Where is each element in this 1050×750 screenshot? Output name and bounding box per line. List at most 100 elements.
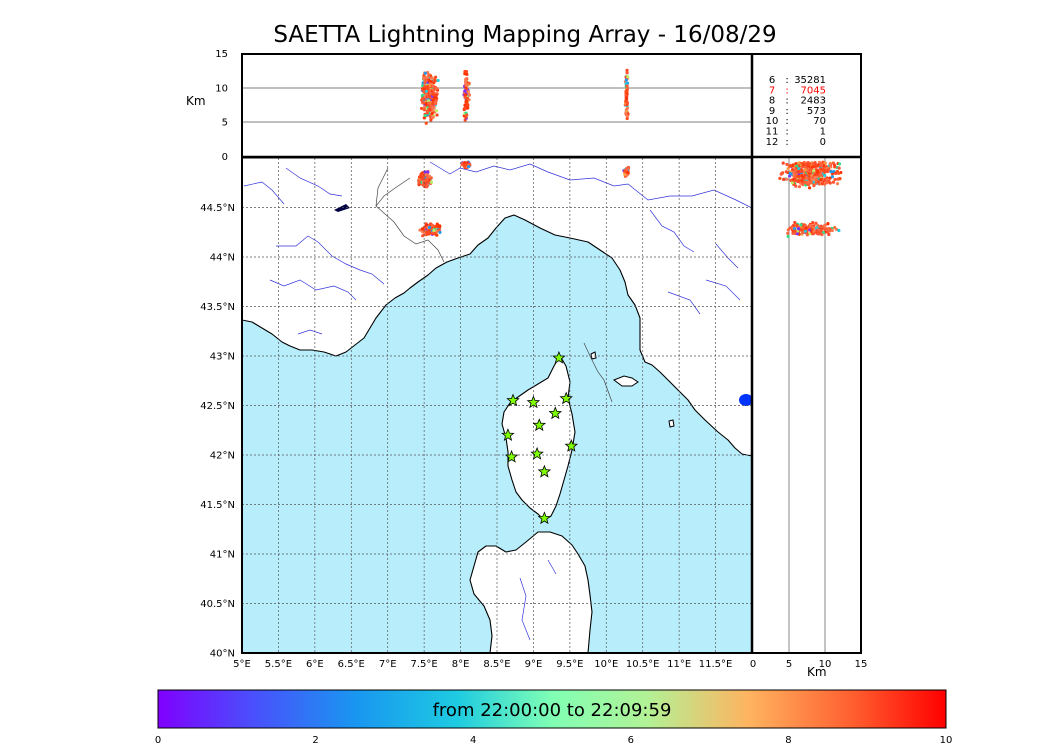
altitude-lightning-source	[431, 93, 435, 97]
stat-source-count: 1	[820, 127, 826, 138]
side-lightning-source	[794, 184, 798, 188]
altitude-lightning-source	[427, 94, 431, 98]
side-lightning-source	[815, 179, 819, 183]
side-lightning-source	[786, 231, 790, 235]
side-lightning-source	[803, 224, 807, 228]
altitude-lightning-source	[428, 114, 432, 118]
lightning-source	[425, 178, 430, 182]
altitude-lightning-source	[464, 93, 468, 97]
altitude-lightning-source	[423, 79, 428, 83]
lightning-source	[427, 229, 431, 233]
side-lightning-source	[804, 176, 808, 180]
altitude-lightning-source	[425, 111, 429, 115]
altitude-axis-label: Km	[186, 94, 206, 108]
altitude-lightning-source	[421, 97, 425, 101]
side-lightning-source	[811, 220, 815, 225]
altitude-lightning-source	[463, 103, 467, 107]
side-lightning-source	[786, 166, 790, 171]
side-lightning-source	[830, 175, 835, 179]
altitude-lightning-source	[464, 78, 468, 82]
side-lightning-source	[786, 228, 790, 232]
altitude-lightning-source	[431, 107, 435, 111]
side-lightning-source	[781, 177, 786, 181]
side-tick-label: 5	[786, 659, 792, 670]
altitude-lightning-source	[626, 75, 630, 79]
side-lightning-source	[791, 223, 795, 228]
side-lightning-source	[804, 180, 809, 185]
lma-stations	[501, 350, 579, 525]
stat-source-count: 7045	[801, 85, 826, 96]
stat-station-count: 6	[769, 75, 775, 86]
altitude-lightning-source	[421, 100, 425, 104]
altitude-lightning-source	[423, 113, 427, 118]
altitude-lightning-source	[625, 106, 630, 110]
altitude-lightning-source	[422, 76, 426, 80]
side-lightning-source	[795, 232, 799, 236]
lightning-source	[424, 223, 428, 227]
chart-title: SAETTA Lightning Mapping Array - 16/08/2…	[273, 22, 777, 48]
lon-tick-label: 10°E	[594, 659, 618, 670]
side-lightning-source	[810, 177, 814, 181]
stat-separator: :	[785, 116, 788, 127]
lon-tick-label: 9°E	[525, 659, 543, 670]
side-lightning-source	[792, 172, 796, 176]
lma-station-star	[506, 393, 520, 407]
side-lightning-source	[817, 224, 821, 228]
side-lightning-source	[825, 181, 829, 185]
stat-separator: :	[785, 75, 788, 86]
lightning-source	[426, 170, 430, 174]
side-lightning-source	[800, 169, 804, 173]
lon-tick-label: 5°E	[233, 659, 251, 670]
altitude-lightning-source	[624, 96, 628, 101]
side-lightning-source	[797, 161, 801, 165]
lon-tick-label: 11.5°E	[699, 659, 733, 670]
altitude-lightning-source	[427, 101, 431, 105]
lon-tick-label: 6.5°E	[338, 659, 365, 670]
altitude-lightning-source	[429, 118, 433, 122]
side-lightning-source	[784, 170, 788, 174]
lat-tick-label: 42.5°N	[200, 401, 235, 412]
side-lightning-source	[803, 173, 807, 177]
altitude-lightning-source	[424, 102, 428, 106]
blue-marker	[739, 394, 752, 406]
lat-tick-label: 44.5°N	[200, 203, 235, 214]
altitude-lightning-source	[419, 106, 424, 111]
stat-separator: :	[785, 96, 788, 107]
side-lightning-source	[829, 170, 833, 174]
stat-separator: :	[785, 85, 788, 96]
altitude-lightning-source	[435, 113, 439, 117]
side-lightning-source	[807, 186, 812, 190]
side-lightning-source	[790, 181, 794, 185]
side-lightning-source	[805, 233, 809, 237]
lightning-source	[420, 176, 424, 180]
side-lightning-source	[781, 161, 785, 165]
altitude-lightning-source	[624, 99, 628, 103]
side-lightning-source	[812, 184, 816, 188]
lma-station-star	[537, 511, 552, 525]
side-lightning-source	[779, 172, 783, 176]
altitude-lightning-strikes	[419, 68, 630, 125]
side-lightning-source	[837, 162, 842, 166]
stat-station-count: 12	[766, 137, 779, 148]
lightning-source	[625, 170, 630, 174]
side-lightning-source	[820, 233, 824, 237]
altitude-lightning-source	[465, 96, 469, 101]
altitude-lightning-source	[464, 99, 468, 103]
altitude-lightning-source	[434, 98, 438, 103]
side-lightning-source	[785, 177, 789, 181]
side-altitude-panel: 0 5 10 15 Km	[750, 158, 867, 679]
lightning-source	[433, 225, 438, 229]
side-lightning-source	[797, 167, 801, 171]
lma-station-star	[526, 395, 541, 409]
lightning-source	[417, 181, 421, 185]
side-lightning-source	[811, 231, 816, 236]
lat-tick-label: 43°N	[210, 352, 235, 363]
lma-station-star	[504, 449, 519, 463]
altitude-lightning-source	[430, 76, 434, 80]
colorbar-tick-label: 0	[155, 735, 161, 746]
side-lightning-source	[828, 161, 832, 166]
side-lightning-source	[835, 182, 840, 186]
lightning-source	[425, 232, 429, 236]
side-lightning-source	[785, 162, 789, 167]
side-lightning-source	[819, 178, 823, 182]
